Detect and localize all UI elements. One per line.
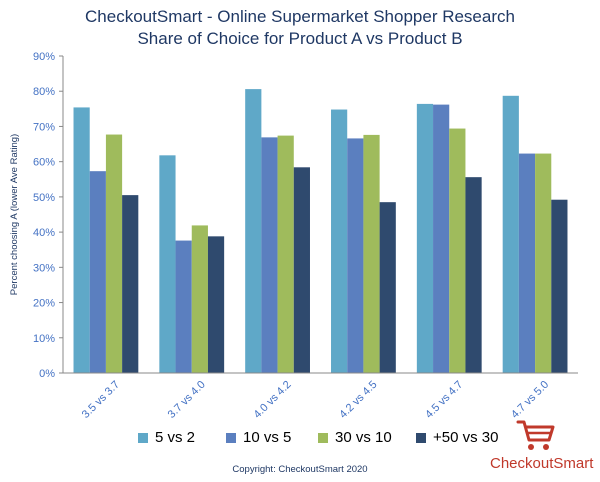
legend-label: 10 vs 5 <box>243 429 292 446</box>
legend-item: 30 vs 10 <box>318 429 392 446</box>
copyright-text: Copyright: CheckoutSmart 2020 <box>232 464 368 475</box>
bar <box>347 138 364 373</box>
legend-label: 5 vs 2 <box>155 429 196 446</box>
bar <box>207 236 225 373</box>
y-tick-label: 50% <box>33 192 55 204</box>
bar <box>449 128 466 373</box>
checkoutsmart-logo: CheckoutSmart <box>490 418 598 474</box>
y-tick-label: 30% <box>33 262 55 274</box>
legend-item: 10 vs 5 <box>226 429 291 446</box>
y-tick-label: 70% <box>33 121 55 133</box>
bar <box>535 153 552 373</box>
bar <box>551 199 568 373</box>
bar <box>293 167 310 373</box>
chart-title: CheckoutSmart - Online Supermarket Shopp… <box>85 7 515 26</box>
bar <box>363 134 380 373</box>
bar <box>465 177 482 373</box>
legend-label: +50 vs 30 <box>433 429 499 446</box>
x-tick-label: 4.7 vs 5.0 <box>509 379 551 421</box>
bar <box>416 103 434 373</box>
bar <box>191 225 208 373</box>
shopping-cart-icon <box>516 420 555 450</box>
bar <box>277 135 294 373</box>
legend-swatch <box>318 432 328 443</box>
y-tick-label: 40% <box>33 227 55 239</box>
legend-item: 5 vs 2 <box>138 429 195 446</box>
y-tick-label: 80% <box>33 86 55 98</box>
bar-chart: 0% 10% 20% 30% 40% 50% 60% 70% 80% 90% Percent cho… <box>9 51 578 421</box>
chart-subtitle: Share of Choice for Product A vs Product… <box>137 29 463 48</box>
bar <box>518 153 536 373</box>
x-tick-label: 3.7 vs 4.0 <box>166 379 208 421</box>
x-tick-label: 4.2 vs 4.5 <box>337 379 379 421</box>
legend-swatch <box>138 432 148 443</box>
bar <box>122 195 139 373</box>
bar <box>433 104 450 374</box>
x-tick-label: 3.5 vs 3.7 <box>80 379 122 421</box>
x-tick-label: 4.5 vs 4.7 <box>423 379 465 421</box>
y-tick-label: 90% <box>33 51 55 63</box>
bar <box>379 202 396 373</box>
bar <box>175 240 192 373</box>
chart-legend: 5 vs 2 10 vs 5 30 vs 10 +50 vs 30 <box>0 429 600 451</box>
y-tick-label: 10% <box>33 333 55 345</box>
bar <box>89 171 106 373</box>
logo-text: CheckoutSmart <box>490 455 594 472</box>
bar <box>331 109 348 373</box>
bar <box>245 89 262 373</box>
legend-item: +50 vs 30 <box>416 429 498 446</box>
y-tick-label: 20% <box>33 298 55 310</box>
legend-label: 30 vs 10 <box>335 429 392 446</box>
legend-swatch <box>226 432 236 443</box>
y-tick-label: 0% <box>39 368 55 380</box>
legend-swatch <box>416 432 426 443</box>
y-tick-label: 60% <box>33 157 55 169</box>
bar <box>73 107 90 374</box>
bar <box>105 134 123 373</box>
bar <box>261 137 278 373</box>
bar <box>159 155 176 373</box>
y-axis-label: Percent choosing A (lower Ave Rating) <box>9 134 20 295</box>
bar <box>502 95 519 373</box>
x-tick-label: 4.0 vs 4.2 <box>251 379 293 421</box>
